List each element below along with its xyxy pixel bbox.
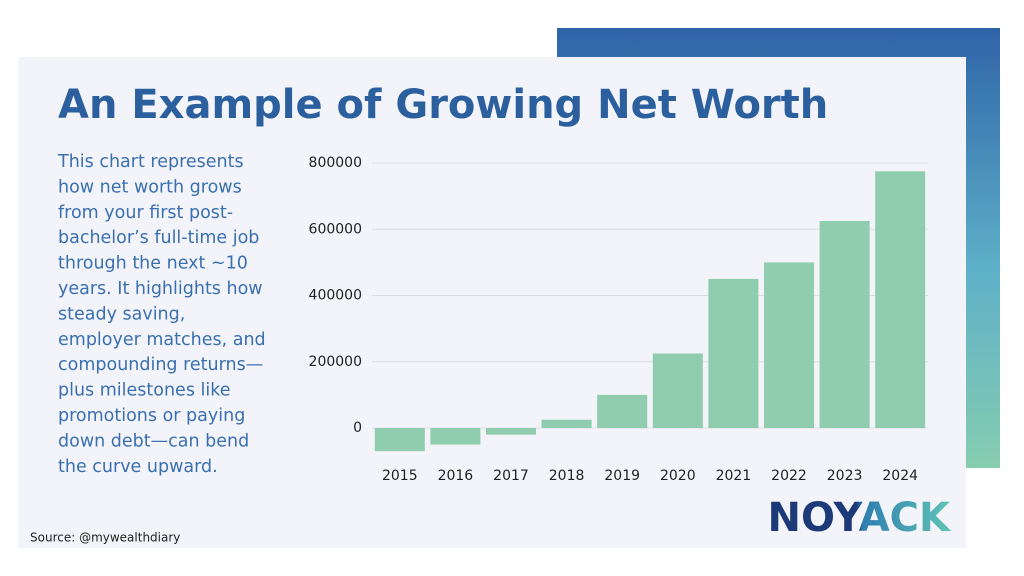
bar (763, 262, 815, 428)
bar (541, 419, 592, 428)
x-tick-label: 2023 (827, 468, 863, 484)
bar (875, 171, 926, 428)
description-line: promotions or paying (58, 406, 245, 426)
x-tick-label: 2021 (716, 468, 752, 484)
x-tick-label: 2020 (660, 468, 696, 484)
x-tick-label: 2015 (382, 468, 418, 484)
bar (597, 394, 648, 428)
logo: NOYACK (768, 495, 953, 541)
description-line: steady saving, (58, 304, 185, 324)
description-line: from your first post- (58, 203, 233, 223)
description-line: the curve upward. (58, 457, 218, 477)
bar (819, 220, 870, 428)
description-line: bachelor’s full-time job (58, 228, 259, 248)
description-line: employer matches, and (58, 330, 266, 350)
x-tick-label: 2018 (549, 468, 585, 484)
bar (374, 428, 425, 452)
y-tick-label: 400000 (309, 288, 362, 304)
y-tick-label: 800000 (309, 155, 362, 171)
bar (652, 353, 703, 428)
bar (485, 428, 537, 435)
x-tick-label: 2022 (771, 468, 807, 484)
description: This chart represents how net worth grows… (57, 152, 266, 477)
x-tick-label: 2019 (604, 468, 640, 484)
source: Source: @mywealthdiary (30, 531, 180, 545)
description-line: compounding returns— (58, 355, 263, 375)
x-tick-label: 2017 (493, 468, 529, 484)
x-tick-label: 2016 (438, 468, 474, 484)
plot: 0 200000 400000 600000 800000 2015 2016 2017 201… (309, 155, 928, 484)
description-line: plus milestones like (58, 381, 231, 401)
description-line: how net worth grows (58, 177, 242, 197)
bar (430, 428, 481, 445)
y-tick-label: 600000 (309, 221, 362, 237)
description-line: This chart represents (57, 152, 244, 172)
y-tick-label: 200000 (309, 354, 362, 370)
description-line: years. It highlights how (58, 279, 263, 299)
x-tick-label: 2024 (882, 468, 918, 484)
bar (708, 278, 759, 428)
description-line: down debt—can bend (58, 431, 249, 451)
description-line: through the next ~10 (58, 254, 248, 274)
chart-title: An Example of Growing Net Worth (58, 82, 828, 128)
y-tick-label: 0 (353, 420, 362, 436)
